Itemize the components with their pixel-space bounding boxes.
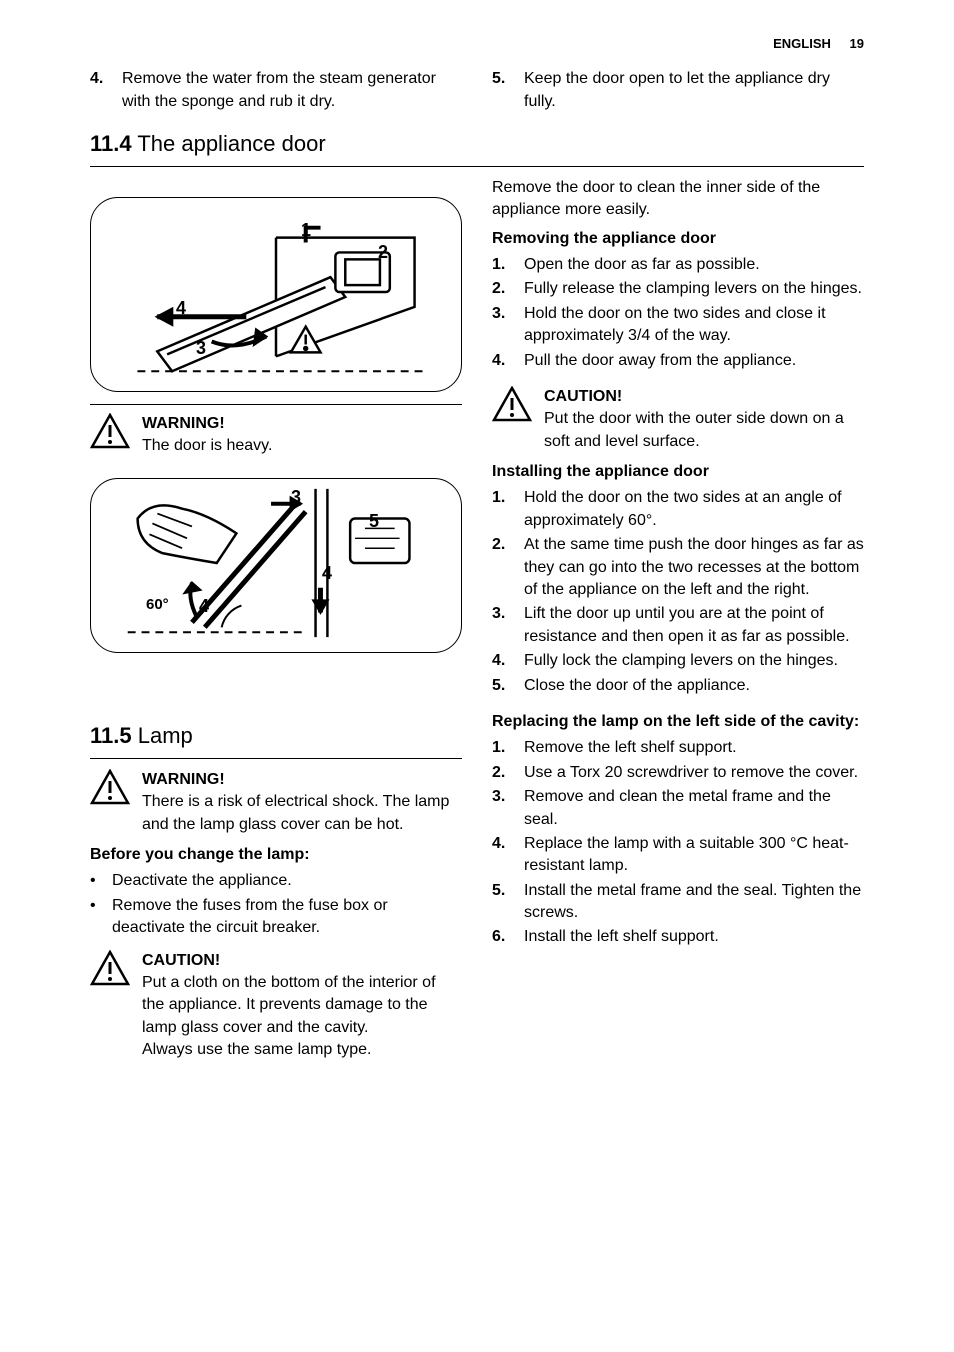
list-item: 4. Remove the water from the steam gener… <box>90 68 462 113</box>
divider <box>90 404 462 405</box>
section-11-4-body: 1 2 3 4 WARNING! The door is heavy. <box>90 177 864 699</box>
caution-title: CAUTION! <box>142 950 462 972</box>
list-item: 4.Fully lock the clamping levers on the … <box>492 650 864 672</box>
section-rule <box>90 758 462 759</box>
diagram-label: 60° <box>146 594 169 615</box>
caution-block: CAUTION! Put a cloth on the bottom of th… <box>90 950 462 1062</box>
caution-icon <box>492 386 532 453</box>
item-number: 4. <box>90 68 110 113</box>
warning-icon <box>90 769 130 836</box>
installing-heading: Installing the appliance door <box>492 461 864 483</box>
list-item: 1.Open the door as far as possible. <box>492 254 864 276</box>
warning-block: WARNING! The door is heavy. <box>90 413 462 458</box>
list-item: 3.Remove and clean the metal frame and t… <box>492 786 864 831</box>
list-item: •Remove the fuses from the fuse box or d… <box>90 895 462 940</box>
caution-text: Put the door with the outer side down on… <box>544 408 864 453</box>
diagram-label: 4 <box>176 296 186 321</box>
diagram-label: 5 <box>369 509 379 534</box>
list-item: 4.Pull the door away from the appliance. <box>492 350 864 372</box>
caution-title: CAUTION! <box>544 386 864 408</box>
replacing-heading: Replacing the lamp on the left side of t… <box>492 711 864 733</box>
replacing-list: 1.Remove the left shelf support. 2.Use a… <box>492 737 864 949</box>
list-item: 6.Install the left shelf support. <box>492 926 864 948</box>
warning-block: WARNING! There is a risk of electrical s… <box>90 769 462 836</box>
caution-icon <box>90 950 130 1062</box>
list-item: 3.Lift the door up until you are at the … <box>492 603 864 648</box>
warning-title: WARNING! <box>142 769 462 791</box>
page-header: ENGLISH 19 <box>90 35 864 53</box>
item-text: Keep the door open to let the appliance … <box>524 68 864 113</box>
item-text: Remove the water from the steam generato… <box>122 68 462 113</box>
caution-text-1: Put a cloth on the bottom of the interio… <box>142 972 462 1039</box>
header-page: 19 <box>850 36 864 51</box>
caution-text-2: Always use the same lamp type. <box>142 1039 462 1061</box>
diagram-svg <box>91 479 461 652</box>
list-item: 2.At the same time push the door hinges … <box>492 534 864 601</box>
list-item: •Deactivate the appliance. <box>90 870 462 892</box>
before-heading: Before you change the lamp: <box>90 844 462 866</box>
section-number: 11.5 <box>90 723 132 748</box>
diagram-label: 3 <box>291 485 301 510</box>
list-item: 5. Keep the door open to let the applian… <box>492 68 864 113</box>
item-number: 5. <box>492 68 512 113</box>
diagram-label: 2 <box>378 240 388 265</box>
door-install-diagram: 3 4 4 5 60° <box>90 478 462 653</box>
list-item: 1.Hold the door on the two sides at an a… <box>492 487 864 532</box>
diagram-label: 4 <box>199 594 209 619</box>
list-item: 3.Hold the door on the two sides and clo… <box>492 303 864 348</box>
installing-list: 1.Hold the door on the two sides at an a… <box>492 487 864 697</box>
section-rule <box>90 166 864 167</box>
diagram-label: 1 <box>301 218 311 243</box>
before-list: •Deactivate the appliance. •Remove the f… <box>90 870 462 939</box>
top-continuation: 4. Remove the water from the steam gener… <box>90 68 864 115</box>
list-item: 5.Close the door of the appliance. <box>492 675 864 697</box>
list-item: 5.Install the metal frame and the seal. … <box>492 880 864 925</box>
removing-list: 1.Open the door as far as possible. 2.Fu… <box>492 254 864 372</box>
header-lang: ENGLISH <box>773 36 831 51</box>
warning-text: There is a risk of electrical shock. The… <box>142 791 462 836</box>
intro-text: Remove the door to clean the inner side … <box>492 177 864 222</box>
section-11-4-title: 11.4 The appliance door <box>90 129 864 160</box>
section-number: 11.4 <box>90 131 132 156</box>
section-11-5: 11.5 Lamp WARNING! There is a risk of el… <box>90 707 864 1069</box>
list-item: 2.Use a Torx 20 screwdriver to remove th… <box>492 762 864 784</box>
section-text: The appliance door <box>137 131 325 156</box>
diagram-label: 3 <box>196 336 206 361</box>
list-item: 2.Fully release the clamping levers on t… <box>492 278 864 300</box>
section-11-5-title: 11.5 Lamp <box>90 721 462 752</box>
list-item: 4.Replace the lamp with a suitable 300 °… <box>492 833 864 878</box>
door-removal-diagram: 1 2 3 4 <box>90 197 462 392</box>
section-text: Lamp <box>138 723 193 748</box>
removing-heading: Removing the appliance door <box>492 228 864 250</box>
warning-title: WARNING! <box>142 413 462 435</box>
diagram-svg <box>91 198 461 391</box>
diagram-label: 4 <box>322 561 332 586</box>
caution-block: CAUTION! Put the door with the outer sid… <box>492 386 864 453</box>
list-item: 1.Remove the left shelf support. <box>492 737 864 759</box>
warning-text: The door is heavy. <box>142 435 462 457</box>
warning-icon <box>90 413 130 458</box>
